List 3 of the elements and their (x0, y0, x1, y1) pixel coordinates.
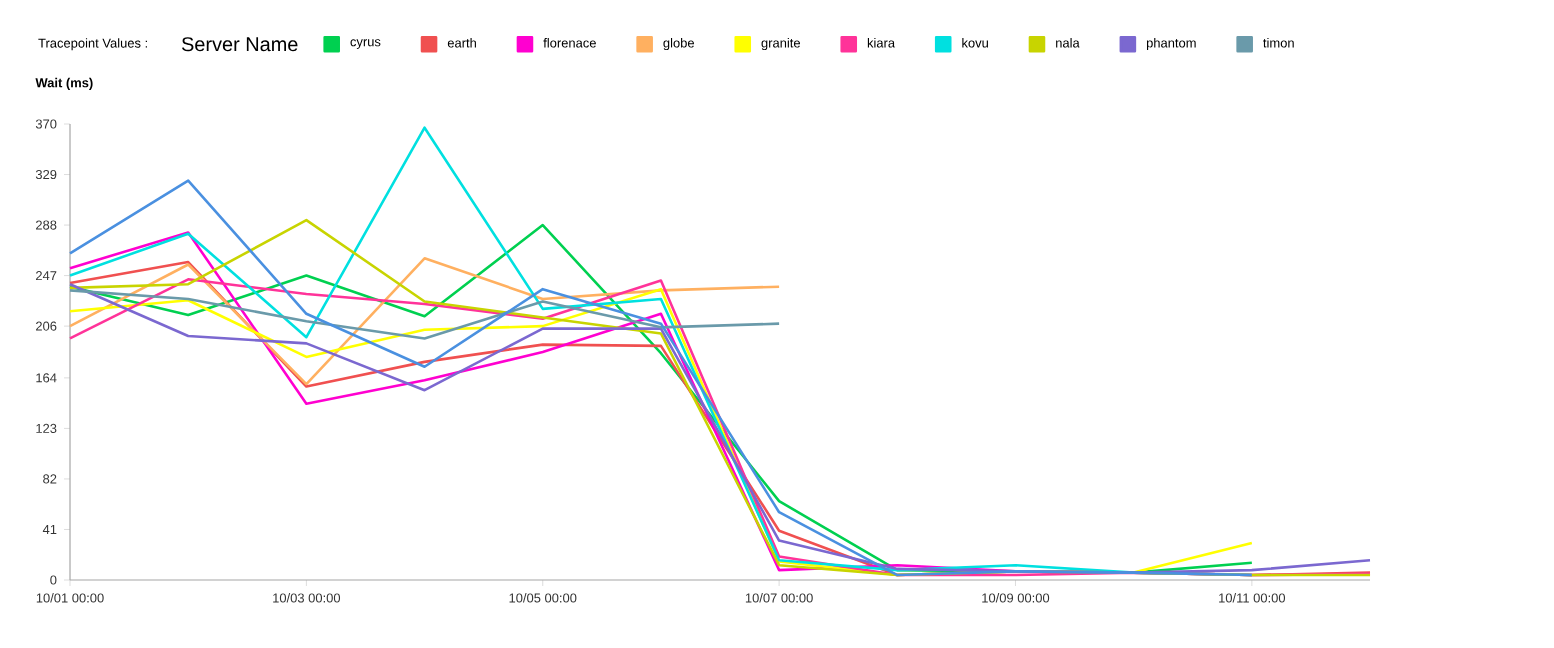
line-series (68, 289, 781, 340)
legend-title: Server Name (181, 37, 298, 52)
line-series (68, 257, 781, 386)
